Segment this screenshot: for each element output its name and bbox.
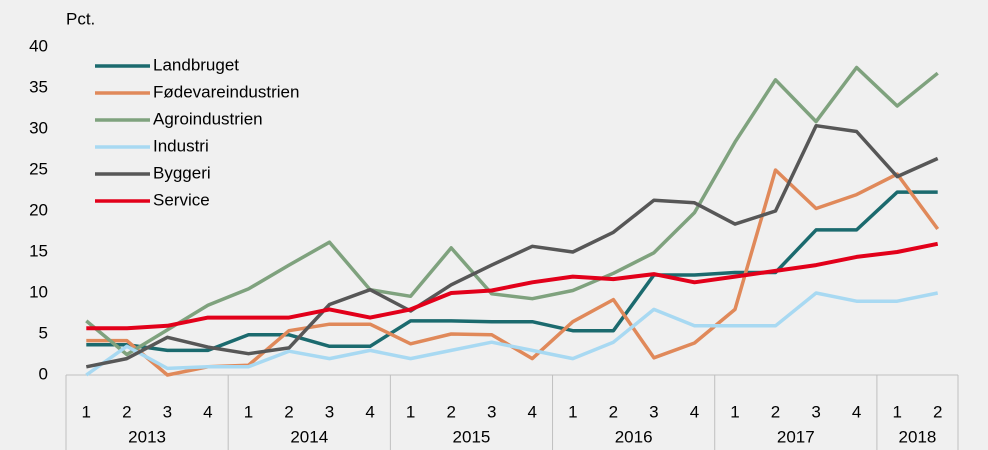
legend-label: Fødevareindustrien xyxy=(153,82,299,101)
x-tick-label: 3 xyxy=(325,402,334,421)
y-axis-label: Pct. xyxy=(66,9,95,28)
year-label: 2017 xyxy=(777,427,815,446)
x-tick-label: 4 xyxy=(203,402,212,421)
series-line xyxy=(86,241,939,331)
series-line xyxy=(85,291,939,377)
legend-label: Agroindustrien xyxy=(153,109,263,128)
legend-label: Landbruget xyxy=(153,55,239,74)
y-tick-label: 25 xyxy=(29,159,48,178)
year-label: 2018 xyxy=(899,427,937,446)
legend-label: Service xyxy=(153,190,210,209)
x-tick-label: 3 xyxy=(649,402,658,421)
x-tick-label: 2 xyxy=(771,402,780,421)
y-tick-label: 35 xyxy=(29,77,48,96)
x-tick-label: 2 xyxy=(609,402,618,421)
series-line xyxy=(85,123,939,369)
legend-label: Industri xyxy=(153,136,209,155)
x-tick-label: 4 xyxy=(528,402,537,421)
y-tick-label: 15 xyxy=(29,241,48,260)
series-line xyxy=(86,190,938,353)
x-tick-label: 1 xyxy=(892,402,901,421)
x-tick-label: 1 xyxy=(406,402,415,421)
y-tick-label: 20 xyxy=(29,200,48,219)
x-tick-label: 1 xyxy=(82,402,91,421)
x-tick-label: 2 xyxy=(122,402,131,421)
legend-label: Byggeri xyxy=(153,163,211,182)
series-line xyxy=(86,168,940,377)
year-label: 2015 xyxy=(453,427,491,446)
x-tick-label: 2 xyxy=(284,402,293,421)
x-tick-label: 3 xyxy=(811,402,820,421)
x-tick-label: 4 xyxy=(365,402,374,421)
y-tick-label: 0 xyxy=(39,364,48,383)
x-tick-label: 1 xyxy=(244,402,253,421)
y-tick-label: 5 xyxy=(39,323,48,342)
year-label: 2016 xyxy=(615,427,653,446)
year-label: 2013 xyxy=(128,427,166,446)
x-tick-label: 2 xyxy=(446,402,455,421)
x-tick-label: 2 xyxy=(933,402,942,421)
y-tick-label: 30 xyxy=(29,118,48,137)
x-tick-label: 4 xyxy=(690,402,699,421)
series-line xyxy=(85,65,939,357)
x-tick-label: 3 xyxy=(487,402,496,421)
x-tick-label: 4 xyxy=(852,402,861,421)
x-tick-label: 3 xyxy=(163,402,172,421)
x-tick-label: 1 xyxy=(730,402,739,421)
x-tick-label: 1 xyxy=(568,402,577,421)
y-tick-label: 10 xyxy=(29,282,48,301)
y-tick-label: 40 xyxy=(29,36,48,55)
year-label: 2014 xyxy=(290,427,328,446)
